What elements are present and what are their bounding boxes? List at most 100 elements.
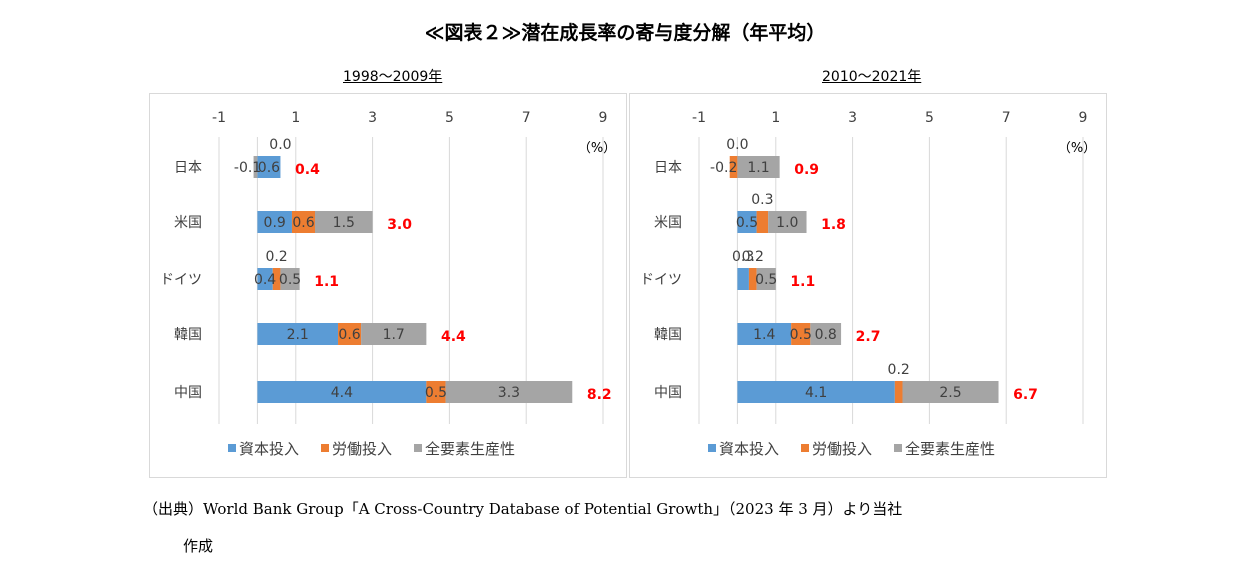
x-tick-label: 3 [848,110,857,126]
bar-segment-labor [338,323,362,345]
chart-panel-1998-2009: -1 1 3 5 7 9 （%） 日本 0.6 0.0 -0.1 0.4 米国 0.9 0.6 1.5 3.0 ド… [149,93,627,478]
bar-segment-capital [257,268,273,290]
category-label: 日本 [654,160,682,176]
legend-swatch-tfp [414,444,422,452]
total-value-label: 3.0 [387,217,412,233]
total-value-label: 8.2 [587,387,612,403]
bar-value-label: 0.6 [338,327,360,343]
bar-segment-tfp [445,381,573,403]
category-label: ドイツ [640,272,682,288]
category-label: 中国 [174,385,202,401]
bar-value-label: 0.5 [790,327,812,343]
bar-value-label: 0.3 [751,192,773,208]
chart-1-period-title: 1998～2009年 [343,69,443,85]
bar-value-label: 0.4 [254,272,276,288]
bar-value-label: 0.6 [292,215,314,231]
category-label: 韓国 [174,327,202,343]
total-value-label: 1.1 [314,274,339,290]
x-tick-label: 1 [771,110,780,126]
category-label: 中国 [654,385,682,401]
bar-segment-labor [291,211,315,233]
bar-segment-capital [737,211,757,233]
bar-value-label: 0.0 [726,137,748,153]
bar-value-label: 0.8 [815,327,837,343]
bar-value-label: 1.7 [383,327,405,343]
bar-value-label: 3.3 [498,385,520,401]
x-tick-label: -1 [692,110,706,126]
bar-value-label: 0.2 [888,362,910,378]
source-note: （出典）World Bank Group「A Cross-Country Dat… [143,500,903,518]
bar-value-label: 0.3 [732,249,754,265]
bar-value-label: 0.5 [736,215,758,231]
bar-segment-tfp [902,381,999,403]
unit-label: （%） [1058,141,1096,156]
bar-segment-labor [748,268,757,290]
category-label: 米国 [654,215,682,231]
bar-segment-tfp [253,156,258,178]
bar-segment-capital [737,268,749,290]
x-tick-label: 9 [599,110,608,126]
category-label: 米国 [174,215,202,231]
x-tick-label: 1 [291,110,300,126]
bar-value-label: 1.1 [747,160,769,176]
legend-label: 労働投入 [812,440,872,458]
bar-segment-labor [729,156,738,178]
bar-value-label: 4.1 [805,385,827,401]
bar-segment-tfp [768,211,807,233]
bar-segment-labor [756,211,769,233]
bar-value-label: 0.5 [425,385,447,401]
x-tick-label: 7 [1002,110,1011,126]
total-value-label: 0.9 [794,162,819,178]
chart-svg-1: -1 1 3 5 7 9 （%） 日本 0.6 0.0 -0.1 0.4 米国 0.9 0.6 1.5 3.0 ド… [160,110,616,458]
bar-segment-tfp [737,156,780,178]
x-tick-label: 7 [522,110,531,126]
bar-segment-capital [737,323,792,345]
figure-title: ≪図表２≫潜在成長率の寄与度分解（年平均） [424,22,826,44]
bar-segment-labor [426,381,446,403]
bar-segment-labor [894,381,903,403]
category-label: 韓国 [654,327,682,343]
legend-swatch-tfp [894,444,902,452]
category-label: 日本 [174,160,202,176]
bar-segment-labor [791,323,811,345]
bar-segment-capital [257,156,281,178]
total-value-label: 1.8 [821,217,846,233]
legend-swatch-labor [321,444,329,452]
bar-segment-capital [257,381,427,403]
bar-segment-tfp [361,323,427,345]
legend-label: 資本投入 [239,440,299,458]
bar-segment-capital [257,323,339,345]
unit-label: （%） [578,141,616,156]
bar-segment-tfp [315,211,373,233]
bar-value-label: 2.1 [287,327,309,343]
bar-value-label: 0.6 [258,160,280,176]
bar-segment-capital [737,381,895,403]
bar-segment-tfp [810,323,842,345]
total-value-label: 0.4 [295,162,320,178]
category-label: ドイツ [160,272,202,288]
bar-value-label: 0.9 [264,215,286,231]
chart-panel-2010-2021: -1 1 3 5 7 9 （%） 日本 0.0 -0.2 1.1 0.9 米国 0.5 0.3 1.0 1.8 ド… [629,93,1107,478]
bar-value-label: 1.0 [776,215,798,231]
bar-value-label: 0.0 [269,137,291,153]
bar-value-label: 0.5 [279,272,301,288]
bar-segment-tfp [756,268,776,290]
chart-svg-2: -1 1 3 5 7 9（%）日本0.0-0.2 1.1 0.9米国 0.50.31.0 1.8ド… [640,110,1096,458]
total-value-label: 2.7 [856,329,881,345]
legend-swatch-capital [228,444,236,452]
bar-segment-capital [257,211,292,233]
bar-value-label: 0.2 [742,249,764,265]
bar-value-label: 0.5 [755,272,777,288]
bar-value-label: 4.4 [331,385,353,401]
total-value-label: 4.4 [441,329,466,345]
bar-value-label: 1.5 [333,215,355,231]
x-tick-label: -1 [212,110,226,126]
bar-value-label: -0.2 [710,160,737,176]
bar-segment-tfp [280,268,300,290]
legend-label: 労働投入 [332,440,392,458]
bar-segment-labor [272,268,281,290]
bar-value-label: -0.1 [234,160,261,176]
x-tick-label: 3 [368,110,377,126]
legend-label: 全要素生産性 [425,440,515,458]
bar-value-label: 1.4 [753,327,775,343]
